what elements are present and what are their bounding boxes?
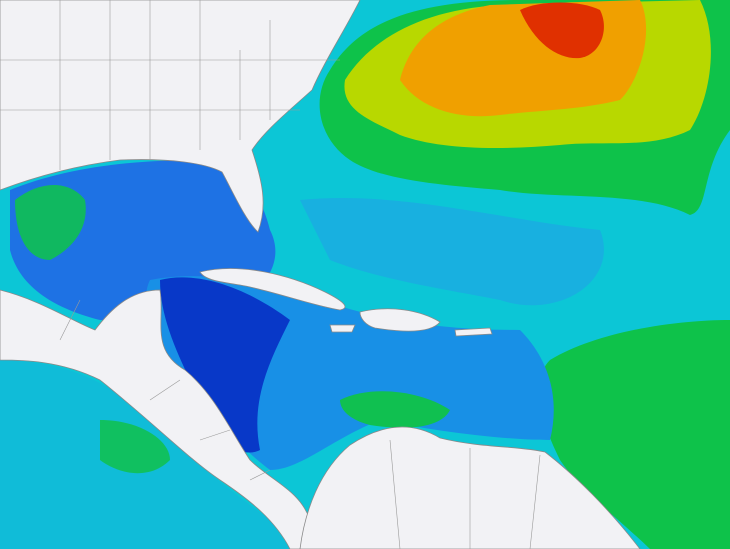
land xyxy=(0,289,311,549)
island xyxy=(329,324,356,333)
ocean-zone-dark xyxy=(160,277,290,453)
island xyxy=(199,268,346,311)
swell-green xyxy=(100,420,170,474)
ocean-zone xyxy=(300,197,604,306)
island xyxy=(454,327,493,337)
country-borders xyxy=(59,299,271,481)
swell-green xyxy=(539,320,730,549)
country-borders xyxy=(389,439,541,549)
swell-green xyxy=(340,391,450,428)
state-borders xyxy=(0,0,340,170)
swell-green xyxy=(15,185,86,260)
island xyxy=(359,308,441,332)
swell-red xyxy=(520,2,604,59)
